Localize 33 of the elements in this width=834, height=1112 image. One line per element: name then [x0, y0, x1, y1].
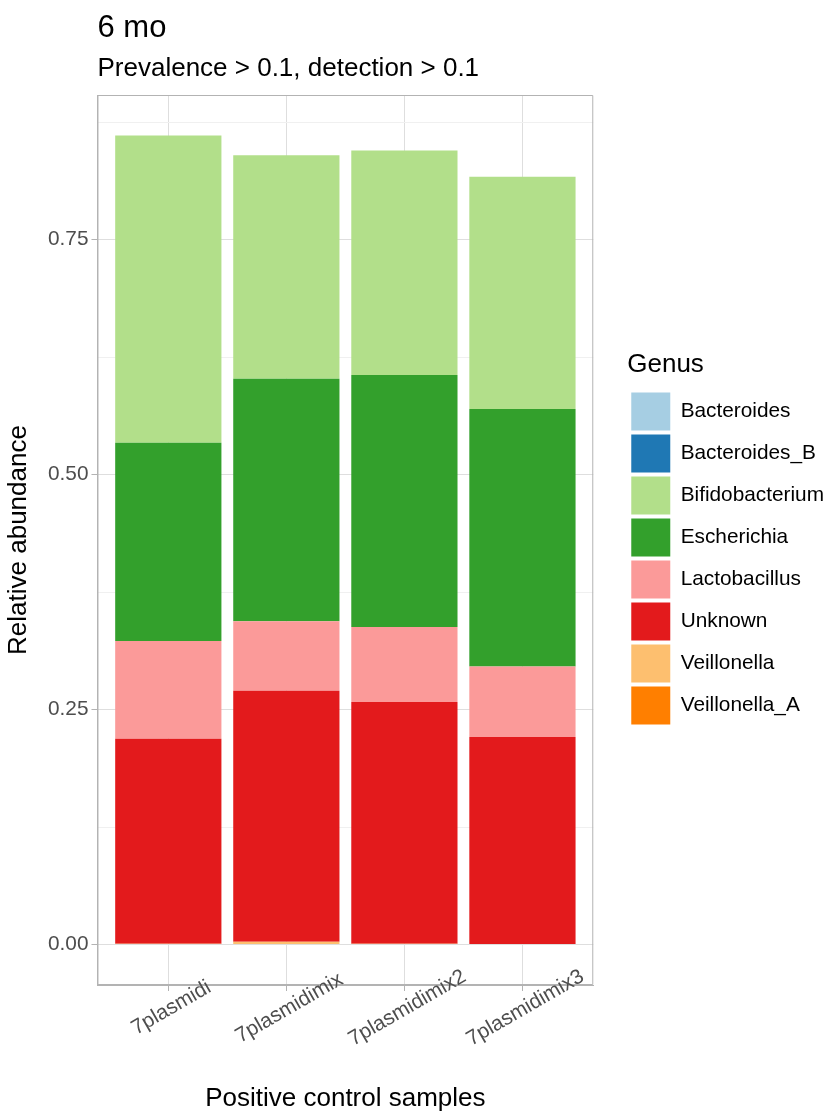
bar — [115, 135, 222, 443]
chart-subtitle: Prevalence > 0.1, detection > 0.1 — [97, 52, 480, 82]
legend-label: Veillonella — [680, 650, 775, 674]
bar — [351, 375, 458, 627]
legend-label: Unknown — [680, 608, 768, 632]
bar — [115, 442, 222, 642]
bar — [233, 621, 340, 691]
bar — [115, 738, 222, 944]
bar — [115, 641, 222, 739]
y-tick-label: 0.75 — [47, 226, 89, 250]
bar — [469, 176, 576, 409]
legend-label: Escherichia — [680, 524, 789, 548]
chart-title: 6 mo — [97, 9, 167, 44]
legend-label: Veillonella_A — [680, 692, 800, 717]
x-axis-title: Positive control samples — [205, 1082, 486, 1112]
bar — [233, 378, 340, 622]
bar — [233, 155, 340, 379]
y-tick-label: 0.00 — [47, 931, 89, 955]
y-tick-label: 0.50 — [47, 461, 89, 485]
legend-title: Genus — [627, 347, 704, 378]
bar — [469, 666, 576, 737]
bar — [351, 150, 458, 376]
legend-label: Bifidobacterium — [680, 482, 825, 506]
bar — [469, 408, 576, 667]
legend-label: Bacteroides_B — [680, 440, 816, 465]
y-axis-title: Relative abundance — [2, 425, 33, 655]
y-tick-label: 0.25 — [47, 696, 89, 720]
bar — [233, 690, 340, 942]
bar — [351, 626, 458, 703]
bar — [351, 702, 458, 944]
legend-label: Bacteroides — [680, 398, 791, 422]
legend-label: Lactobacillus — [680, 566, 801, 590]
bar — [469, 736, 576, 945]
